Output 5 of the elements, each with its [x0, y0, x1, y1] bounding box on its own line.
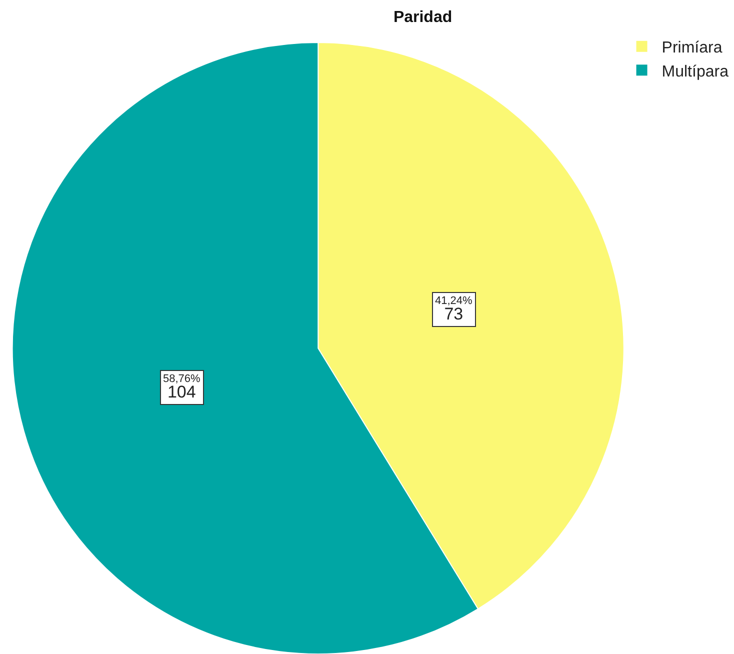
data-label: 58,76% 104: [163, 373, 201, 402]
legend-label: Primíara: [662, 40, 722, 57]
chart-title: Paridad: [393, 8, 452, 26]
legend-label: Multípara: [662, 63, 729, 80]
data-label: 41,24% 73: [435, 295, 473, 324]
